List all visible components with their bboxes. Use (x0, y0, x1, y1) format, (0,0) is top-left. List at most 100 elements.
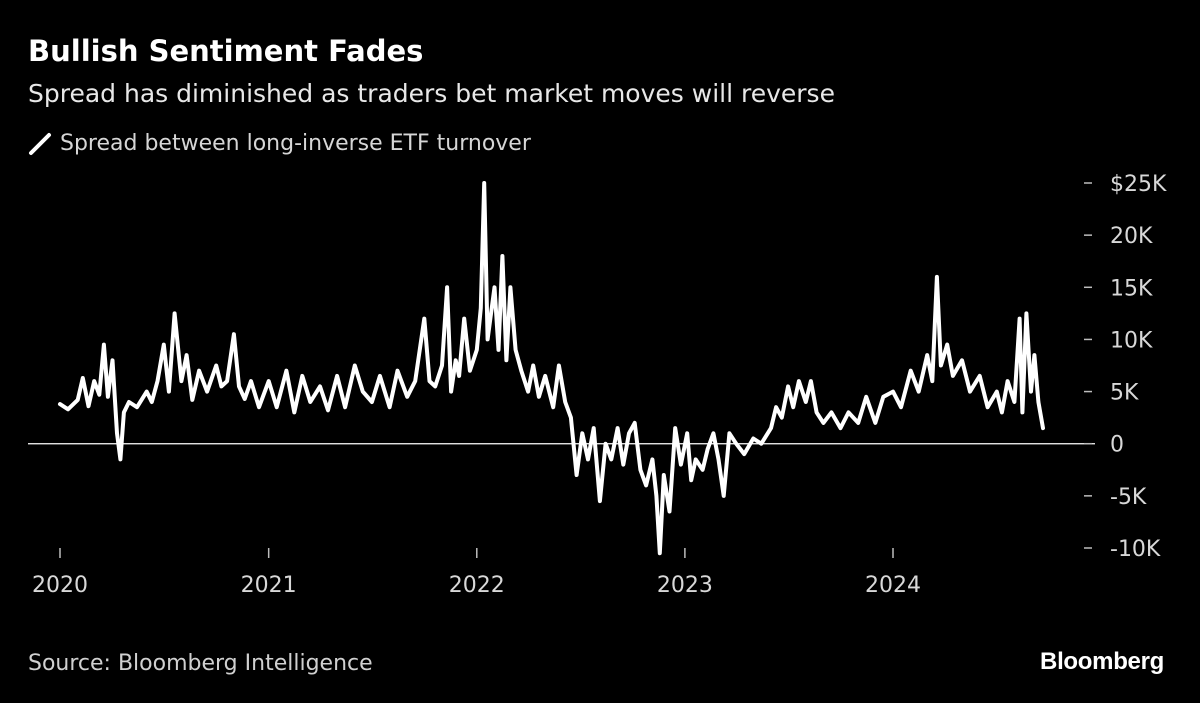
data-point (986, 405, 990, 409)
data-point (951, 374, 955, 378)
data-point (267, 379, 271, 383)
data-point (930, 379, 934, 383)
data-point (433, 384, 437, 388)
data-point (308, 400, 312, 404)
data-point (508, 285, 512, 289)
data-point (214, 363, 218, 368)
data-point (427, 379, 432, 383)
x-tick-label: 2022 (449, 573, 505, 598)
data-point (995, 390, 999, 394)
data-point (257, 405, 261, 409)
data-point (838, 426, 843, 430)
data-point (644, 483, 648, 487)
data-point (804, 400, 808, 404)
data-point (694, 457, 698, 461)
data-point (751, 436, 755, 441)
data-point (925, 353, 929, 357)
data-point (856, 421, 860, 425)
data-point (449, 390, 453, 394)
data-point (76, 398, 80, 402)
source-note: Source: Bloomberg Intelligence (28, 651, 373, 676)
data-point (786, 384, 790, 388)
data-point (519, 369, 523, 373)
y-tick-label: 20K (1110, 224, 1153, 249)
data-point (580, 431, 584, 435)
data-point (440, 363, 444, 368)
data-point (388, 405, 392, 409)
data-point (662, 473, 666, 477)
data-point (479, 306, 483, 310)
data-point (1020, 410, 1024, 414)
data-point (500, 254, 504, 258)
data-point (361, 390, 365, 394)
data-point (563, 400, 567, 404)
y-tick-label: -10K (1110, 537, 1161, 562)
data-point (486, 337, 490, 341)
data-point (249, 379, 253, 383)
data-point (638, 468, 643, 472)
chart-legend: Spread between long-inverse ETF turnover (28, 131, 531, 156)
data-point (891, 390, 895, 394)
data-point (504, 358, 508, 362)
data-point (219, 384, 223, 388)
data-point (135, 405, 139, 409)
y-tick-label: 15K (1110, 276, 1153, 301)
data-point (873, 421, 877, 425)
data-point (343, 405, 347, 409)
data-point (205, 390, 209, 394)
data-point (1036, 400, 1040, 404)
data-point (711, 431, 716, 435)
data-point (150, 400, 154, 404)
data-point (92, 379, 96, 383)
data-point (1006, 379, 1010, 383)
data-point (616, 426, 620, 430)
data-point (445, 285, 449, 289)
data-point (318, 384, 322, 388)
data-point (722, 494, 726, 498)
x-tick-label: 2024 (865, 573, 921, 598)
data-point (759, 442, 763, 446)
data-point (475, 348, 479, 352)
data-point (531, 363, 535, 368)
data-point (592, 426, 596, 430)
y-tick-label: 5K (1110, 381, 1139, 406)
data-point (716, 457, 721, 461)
data-point (1024, 311, 1028, 315)
x-tick-label: 2020 (32, 573, 88, 598)
data-point (1012, 400, 1017, 404)
data-point (413, 379, 417, 383)
data-point (734, 442, 738, 446)
x-tick-label: 2023 (657, 573, 713, 598)
data-point (667, 509, 672, 514)
bloomberg-logo: Bloomberg (1040, 648, 1164, 675)
data-point (774, 405, 778, 409)
data-point (658, 551, 662, 555)
data-point (1029, 390, 1033, 394)
data-point (66, 407, 70, 411)
data-point (454, 358, 458, 362)
data-point (155, 379, 160, 383)
data-point (514, 348, 518, 352)
data-point (118, 457, 122, 461)
y-tick-label: 0 (1110, 433, 1124, 458)
data-point (935, 275, 939, 279)
chart-title: Bullish Sentiment Fades (28, 34, 424, 68)
y-tick-label: $25K (1110, 172, 1167, 197)
data-point (609, 457, 613, 461)
data-point (225, 379, 229, 383)
data-point (689, 478, 693, 482)
data-point (968, 390, 972, 394)
legend-label: Spread between long-inverse ETF turnover (60, 131, 531, 156)
data-point (791, 405, 795, 409)
data-point (881, 395, 885, 399)
data-point (81, 376, 85, 380)
data-point (106, 395, 110, 399)
data-point (110, 358, 115, 362)
data-point (275, 405, 279, 409)
data-point (780, 416, 784, 420)
data-point (115, 431, 119, 435)
data-point (978, 374, 982, 378)
data-point (185, 353, 189, 357)
data-point (197, 369, 201, 373)
